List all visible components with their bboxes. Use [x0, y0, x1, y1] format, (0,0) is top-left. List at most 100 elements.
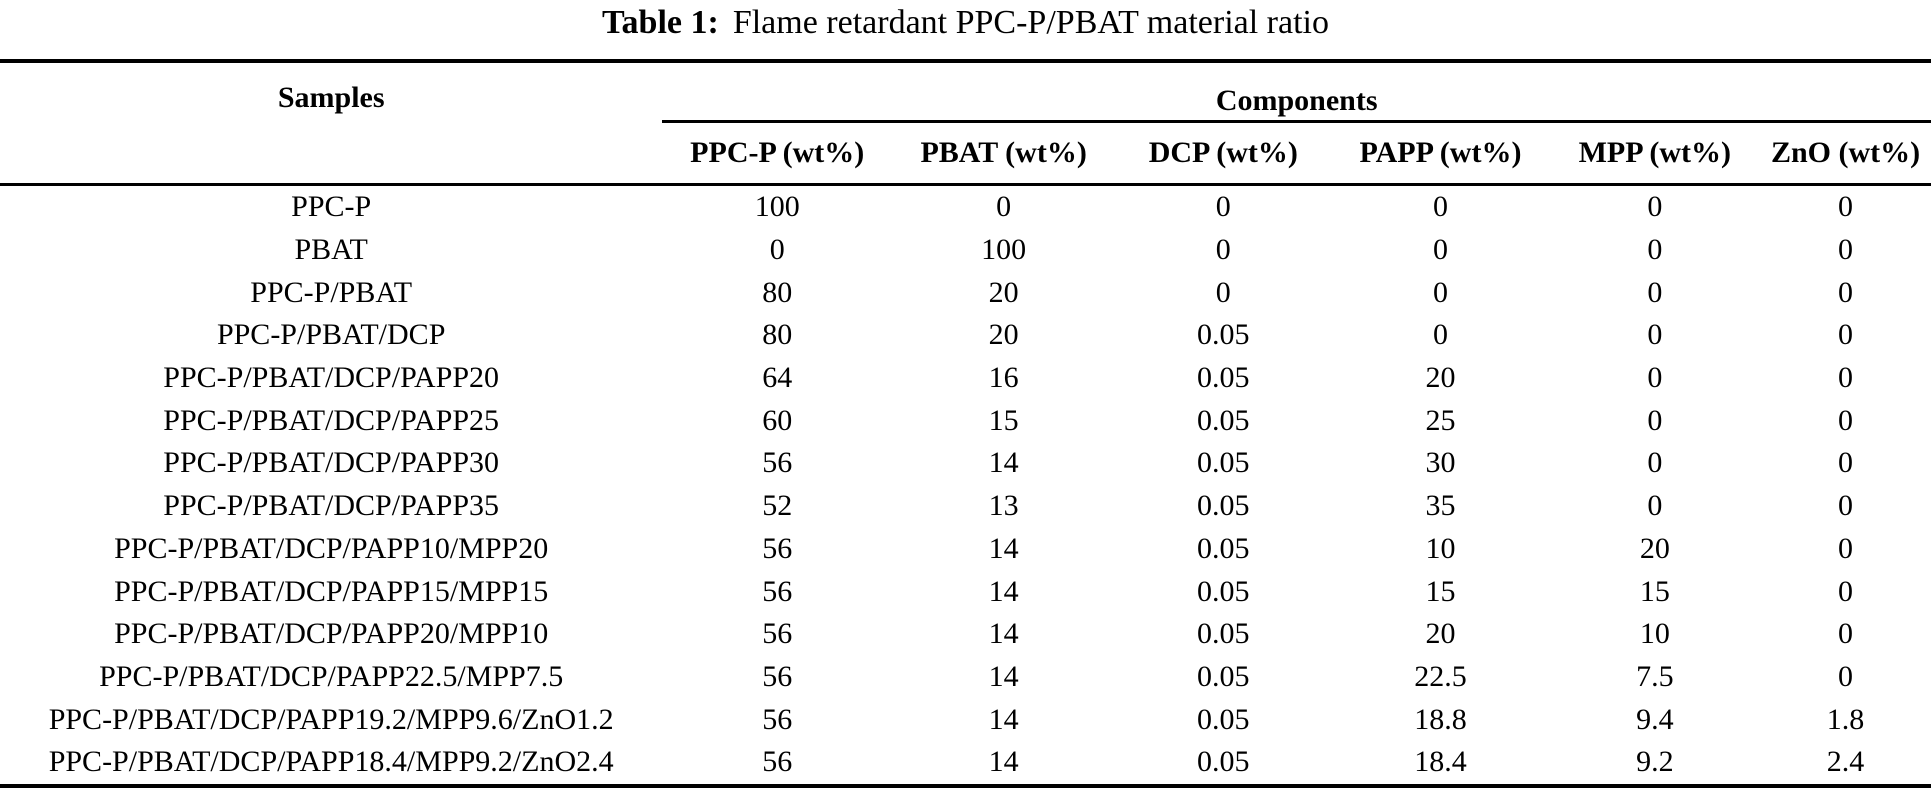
- components-header: Components: [662, 61, 1931, 123]
- value-cell: 0.05: [1197, 489, 1250, 523]
- sample-cell: PPC-P/PBAT/DCP/PAPP18.4/MPP9.2/ZnO2.4: [48, 745, 614, 779]
- value-cell: 0.05: [1197, 574, 1250, 608]
- column-header-pbat: PBAT (wt%): [892, 121, 1116, 186]
- sample-cell: PPC-P/PBAT/DCP/PAPP30: [163, 446, 500, 480]
- value-cell: 0.05: [1197, 403, 1250, 437]
- value-cell: 14: [988, 659, 1019, 693]
- value-cell: 56: [762, 702, 793, 736]
- sample-cell: PPC-P/PBAT/DCP/PAPP22.5/MPP7.5: [99, 659, 564, 693]
- value-cell: 100: [754, 190, 800, 224]
- value-cell: 0: [1215, 233, 1231, 267]
- value-cell: 0: [769, 233, 785, 267]
- value-cell: 56: [762, 574, 793, 608]
- value-cell: 14: [988, 574, 1019, 608]
- sample-cell: PPC-P/PBAT/DCP/PAPP20: [163, 361, 500, 395]
- sample-cell: PPC-P/PBAT/DCP: [216, 318, 446, 352]
- value-cell: 20: [1425, 361, 1456, 395]
- value-cell: 60: [762, 403, 793, 437]
- value-cell: 52: [762, 489, 793, 523]
- table-row: PPC-P/PBAT/DCP/PAPP25 60 15 0.05 25 0 0: [0, 399, 1931, 442]
- column-header-papp: PAPP (wt%): [1331, 121, 1550, 186]
- column-header-ppcp: PPC-P (wt%): [662, 121, 893, 186]
- value-cell: 0.05: [1197, 745, 1250, 779]
- table-row: PPC-P/PBAT 80 20 0 0 0 0: [0, 271, 1931, 314]
- value-cell: 0: [1838, 361, 1854, 395]
- sample-cell: PPC-P/PBAT/DCP/PAPP35: [163, 489, 500, 523]
- value-cell: 0: [1838, 574, 1854, 608]
- value-cell: 18.4: [1414, 745, 1467, 779]
- value-cell: 20: [988, 275, 1019, 309]
- table-row: PBAT 0 100 0 0 0 0: [0, 229, 1931, 272]
- value-cell: 1.8: [1826, 702, 1865, 736]
- sample-cell: PPC-P/PBAT: [250, 275, 413, 309]
- value-cell: 80: [762, 275, 793, 309]
- value-cell: 0.05: [1197, 659, 1250, 693]
- value-cell: 0: [1433, 275, 1448, 309]
- column-header-dcp: DCP (wt%): [1115, 121, 1332, 186]
- table-caption: Table 1: Flame retardant PPC-P/PBAT mater…: [0, 0, 1931, 59]
- sample-cell: PPC-P: [291, 190, 372, 224]
- value-cell: 56: [762, 745, 793, 779]
- samples-header: Samples: [0, 61, 663, 186]
- value-cell: 0: [1838, 531, 1854, 565]
- value-cell: 2.4: [1826, 745, 1865, 779]
- table-row: PPC-P/PBAT/DCP/PAPP10/MPP20 56 14 0.05 10 20 0: [0, 528, 1931, 571]
- value-cell: 22.5: [1414, 659, 1467, 693]
- sample-cell: PBAT: [294, 233, 368, 267]
- table-row: PPC-P/PBAT/DCP/PAPP22.5/MPP7.5 56 14 0.05 22…: [0, 656, 1931, 699]
- value-cell: 0: [1838, 233, 1854, 267]
- value-cell: 0: [1647, 190, 1663, 224]
- value-cell: 13: [988, 489, 1019, 523]
- value-cell: 0.05: [1197, 446, 1250, 480]
- value-cell: 7.5: [1636, 659, 1674, 693]
- value-cell: 100: [981, 233, 1027, 267]
- value-cell: 20: [1425, 617, 1456, 651]
- value-cell: 14: [988, 745, 1019, 779]
- value-cell: 0: [1433, 233, 1448, 267]
- value-cell: 0: [1433, 190, 1448, 224]
- value-cell: 20: [988, 318, 1019, 352]
- value-cell: 15: [1639, 574, 1670, 608]
- table-row: PPC-P/PBAT/DCP/PAPP15/MPP15 56 14 0.05 15 15 0: [0, 570, 1931, 613]
- value-cell: 25: [1425, 403, 1456, 437]
- value-cell: 0: [1838, 489, 1854, 523]
- value-cell: 0: [1647, 361, 1663, 395]
- value-cell: 0: [1647, 275, 1663, 309]
- table-row: PPC-P/PBAT/DCP 80 20 0.05 0 0 0: [0, 314, 1931, 357]
- value-cell: 0: [1647, 446, 1663, 480]
- value-cell: 0: [996, 190, 1012, 224]
- value-cell: 20: [1639, 531, 1670, 565]
- value-cell: 10: [1425, 531, 1456, 565]
- sample-cell: PPC-P/PBAT/DCP/PAPP15/MPP15: [114, 574, 549, 608]
- value-cell: 0.05: [1197, 702, 1250, 736]
- table-body: PPC-P 100 0 0 0 0 0 PBAT 0 100 0 0 0 0 PPC-P/PBAT 80 20 0…: [0, 185, 1931, 786]
- table-row: PPC-P/PBAT/DCP/PAPP20/MPP10 56 14 0.05 20 10 0: [0, 613, 1931, 656]
- value-cell: 16: [988, 361, 1019, 395]
- value-cell: 9.2: [1636, 745, 1674, 779]
- value-cell: 14: [988, 531, 1019, 565]
- value-cell: 9.4: [1636, 702, 1674, 736]
- table-row: PPC-P 100 0 0 0 0 0: [0, 185, 1931, 229]
- value-cell: 56: [762, 659, 793, 693]
- material-ratio-table: Samples Components PPC-P (wt%) PBAT (wt%…: [0, 59, 1931, 788]
- column-header-mpp: MPP (wt%): [1549, 121, 1761, 186]
- value-cell: 0: [1838, 659, 1854, 693]
- value-cell: 30: [1425, 446, 1456, 480]
- value-cell: 0: [1647, 318, 1663, 352]
- table-row: PPC-P/PBAT/DCP/PAPP30 56 14 0.05 30 0 0: [0, 442, 1931, 485]
- value-cell: 10: [1639, 617, 1670, 651]
- sample-cell: PPC-P/PBAT/DCP/PAPP10/MPP20: [114, 531, 549, 565]
- value-cell: 0: [1215, 190, 1231, 224]
- value-cell: 56: [762, 617, 793, 651]
- value-cell: 0: [1838, 446, 1854, 480]
- value-cell: 0: [1647, 403, 1663, 437]
- value-cell: 56: [762, 446, 793, 480]
- table-caption-label: Table 1:: [601, 4, 719, 41]
- value-cell: 0: [1838, 275, 1854, 309]
- value-cell: 0.05: [1197, 617, 1250, 651]
- sample-cell: PPC-P/PBAT/DCP/PAPP20/MPP10: [114, 617, 549, 651]
- value-cell: 56: [762, 531, 793, 565]
- value-cell: 0: [1433, 318, 1448, 352]
- table-row: PPC-P/PBAT/DCP/PAPP20 64 16 0.05 20 0 0: [0, 357, 1931, 400]
- value-cell: 0: [1215, 275, 1231, 309]
